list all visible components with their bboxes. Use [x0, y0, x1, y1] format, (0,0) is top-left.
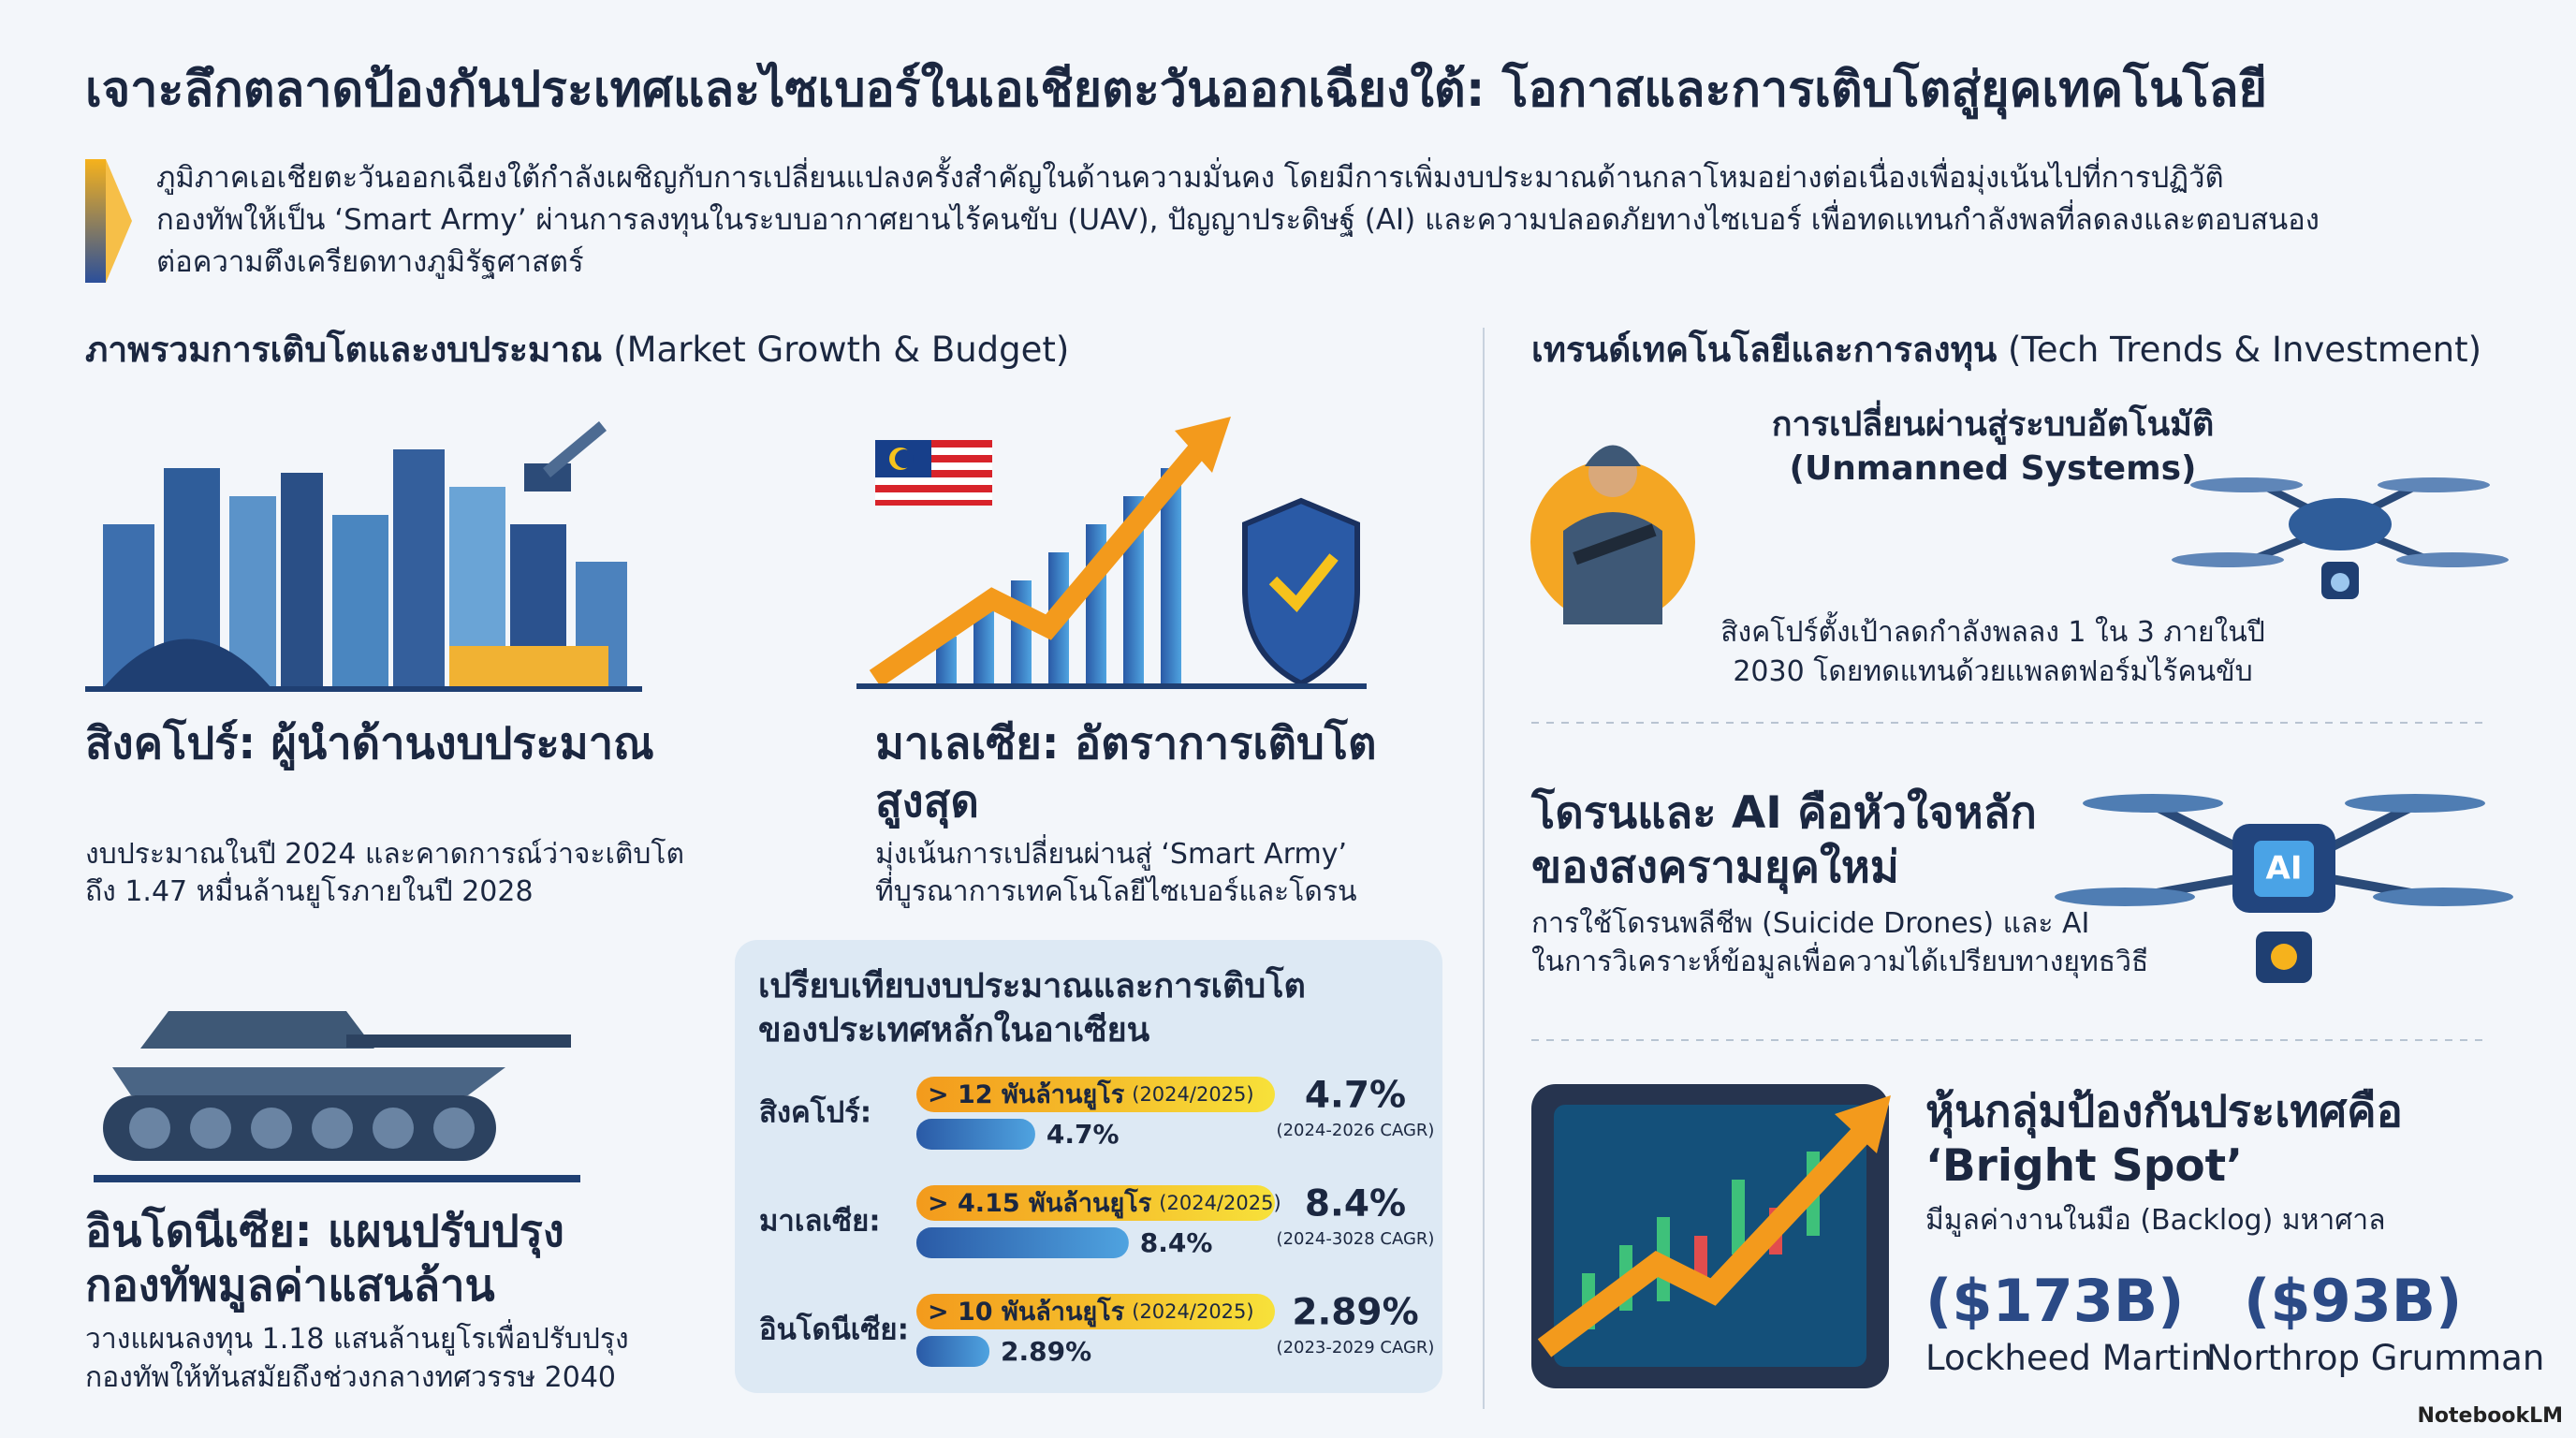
heading-en: (Tech Trends & Investment) — [2008, 330, 2482, 370]
title-line: โดรนและ AI คือหัวใจหลัก — [1531, 787, 2037, 839]
budget-label: > 4.15 พันล้านยูโร (2024/2025) — [928, 1187, 1281, 1219]
title-line: มาเลเซีย: อัตราการเติบโต — [875, 718, 1377, 770]
intro-line: ภูมิภาคเอเชียตะวันออกเฉียงใต้กำลังเผชิญก… — [156, 161, 2224, 195]
title-line: กองทัพมูลค่าแสนล้าน — [85, 1260, 495, 1312]
card-title: สิงคโปร์: ผู้นำด้านงบประมาณ — [85, 715, 654, 773]
title-line: ‘Bright Spot’ — [1925, 1140, 2244, 1192]
backlog-value: ($93B) — [2244, 1267, 2463, 1335]
growth-bar — [916, 1336, 990, 1367]
intro-line: ต่อความตึงเครียดทางภูมิรัฐศาสตร์ — [156, 245, 584, 279]
growth-bar — [916, 1119, 1035, 1150]
growth-bar-label: 8.4% — [1140, 1227, 1213, 1258]
text-line: 2030 โดยทดแทนด้วยแพลตฟอร์มไร้คนขับ — [1733, 655, 2253, 688]
section-heading: เทรนด์เทคโนโลยีและการลงทุน (Tech Trends … — [1531, 330, 2481, 371]
card-title: หุ้นกลุ่มป้องกันประเทศคือ ‘Bright Spot’ — [1925, 1085, 2403, 1194]
growth-bar-label: 2.89% — [1001, 1336, 1091, 1367]
text-line: วางแผนลงทุน 1.18 แสนล้านยูโรเพื่อปรับปรุ… — [85, 1323, 629, 1356]
card-text: การใช้โดรนพลีชีพ (Suicide Drones) และ AI… — [1531, 904, 2148, 981]
card-text: วางแผนลงทุน 1.18 แสนล้านยูโรเพื่อปรับปรุ… — [85, 1320, 629, 1397]
card-text: มุ่งเน้นการเปลี่ยนผ่านสู่ ‘Smart Army’ ที… — [875, 836, 1356, 911]
country-label: อินโดนีเซีย: — [759, 1313, 909, 1347]
title-line: เปรียบเทียบงบประมาณและการเติบโต — [758, 967, 1306, 1005]
growth-value: 4.7% — [1305, 1075, 1406, 1117]
text-line: สิงคโปร์ตั้งเป้าลดกำลังพลลง 1 ใน 3 ภายใน… — [1720, 616, 2265, 649]
text-line: ถึง 1.47 หมื่นล้านยูโรภายในปี 2028 — [85, 875, 534, 908]
intro-line: กองทัพให้เป็น ‘Smart Army’ ผ่านการลงทุนใ… — [156, 203, 2320, 237]
footer-brand: NotebookLM — [2417, 1404, 2563, 1428]
budget-highlight — [916, 1077, 1275, 1112]
heading-th: เทรนด์เทคโนโลยีและการลงทุน — [1531, 330, 1998, 370]
title-line: การเปลี่ยนผ่านสู่ระบบอัตโนมัติ — [1771, 405, 2215, 444]
soldier-illustration — [1530, 445, 1695, 624]
growth-value: 2.89% — [1292, 1292, 1418, 1334]
intro: ภูมิภาคเอเชียตะวันออกเฉียงใต้กำลังเผชิญก… — [156, 157, 2320, 284]
growth-value: 8.4% — [1305, 1183, 1406, 1225]
heading-en: (Market Growth & Budget) — [613, 330, 1070, 370]
text-line: การใช้โดรนพลีชีพ (Suicide Drones) และ AI — [1531, 907, 2090, 940]
card-text: งบประมาณในปี 2024 และคาดการณ์ว่าจะเติบโต… — [85, 836, 684, 911]
title-line: สิงคโปร์: ผู้นำด้านงบประมาณ — [85, 718, 654, 770]
company-name: Northrop Grumman — [2206, 1338, 2545, 1378]
card-title: มาเลเซีย: อัตราการเติบโตสูงสุด — [875, 715, 1377, 831]
country-label: มาเลเซีย: — [759, 1205, 881, 1239]
budget-label: > 12 พันล้านยูโร (2024/2025) — [928, 1078, 1254, 1110]
page-title: เจาะลึกตลาดป้องกันประเทศและไซเบอร์ในเอเช… — [85, 62, 2267, 118]
budget-value: > 4.15 พันล้านยูโร — [928, 1187, 1152, 1219]
budget-period: (2024/2025) — [1159, 1192, 1281, 1214]
company-name: Lockheed Martin — [1925, 1338, 2213, 1378]
card-title: โดรนและ AI คือหัวใจหลัก ของสงครามยุคใหม่ — [1531, 786, 2037, 895]
budget-label: > 10 พันล้านยูโร (2024/2025) — [928, 1296, 1254, 1328]
title-line: สูงสุด — [875, 776, 979, 828]
comparison-title: เปรียบเทียบงบประมาณและการเติบโตของประเทศ… — [758, 964, 1306, 1052]
title-line: ของประเทศหลักในอาเซียน — [758, 1011, 1150, 1049]
country-label: สิงคโปร์: — [759, 1095, 871, 1130]
text-line: ที่บูรณาการเทคโนโลยีไซเบอร์และโดรน — [875, 875, 1357, 908]
text-line: กองทัพให้ทันสมัยถึงช่วงกลางทศวรรษ 2040 — [85, 1361, 617, 1394]
growth-period: (2024-2026 CAGR) — [1277, 1121, 1435, 1140]
title-line: หุ้นกลุ่มป้องกันประเทศคือ — [1925, 1086, 2403, 1137]
title-line: (Unmanned Systems) — [1789, 449, 2197, 488]
skyline-illustration — [85, 421, 642, 692]
ai-drone-illustration — [2055, 794, 2513, 983]
card-title: อินโดนีเซีย: แผนปรับปรุง กองทัพมูลค่าแสนล… — [85, 1205, 564, 1313]
card-text: สิงคโปร์ตั้งเป้าลดกำลังพลลง 1 ใน 3 ภายใน… — [1618, 613, 2367, 692]
intro-accent — [85, 159, 132, 283]
stock-chart-illustration — [1531, 1084, 1891, 1388]
budget-highlight — [916, 1294, 1275, 1329]
card-text: มีมูลค่างานในมือ (Backlog) มหาศาล — [1925, 1204, 2386, 1237]
text-line: ในการวิเคราะห์ข้อมูลเพื่อความได้เปรียบทา… — [1531, 946, 2149, 978]
ai-chip-label: AI — [2266, 850, 2303, 888]
card-title: การเปลี่ยนผ่านสู่ระบบอัตโนมัติ (Unmanned … — [1618, 403, 2367, 491]
drone-illustration — [2172, 477, 2509, 599]
budget-period: (2024/2025) — [1132, 1300, 1253, 1323]
budget-highlight — [916, 1185, 1275, 1221]
text-line: มุ่งเน้นการเปลี่ยนผ่านสู่ ‘Smart Army’ — [875, 838, 1348, 871]
heading-th: ภาพรวมการเติบโตและงบประมาณ — [85, 330, 603, 370]
growth-period: (2023-2029 CAGR) — [1277, 1338, 1435, 1357]
section-heading: ภาพรวมการเติบโตและงบประมาณ (Market Growt… — [85, 330, 1069, 371]
budget-value: > 12 พันล้านยูโร — [928, 1078, 1125, 1110]
growth-illustration — [856, 417, 1367, 689]
title-line: อินโดนีเซีย: แผนปรับปรุง — [85, 1206, 564, 1257]
backlog-value: ($173B) — [1925, 1267, 2185, 1335]
budget-period: (2024/2025) — [1132, 1083, 1253, 1106]
tank-illustration — [94, 1011, 580, 1182]
text-line: งบประมาณในปี 2024 และคาดการณ์ว่าจะเติบโต — [85, 838, 684, 871]
growth-bar-label: 4.7% — [1046, 1119, 1120, 1150]
growth-bar — [916, 1227, 1129, 1258]
budget-value: > 10 พันล้านยูโร — [928, 1296, 1125, 1328]
comparison-panel — [735, 940, 1442, 1393]
growth-period: (2024-3028 CAGR) — [1277, 1229, 1435, 1249]
title-line: ของสงครามยุคใหม่ — [1531, 842, 1899, 893]
